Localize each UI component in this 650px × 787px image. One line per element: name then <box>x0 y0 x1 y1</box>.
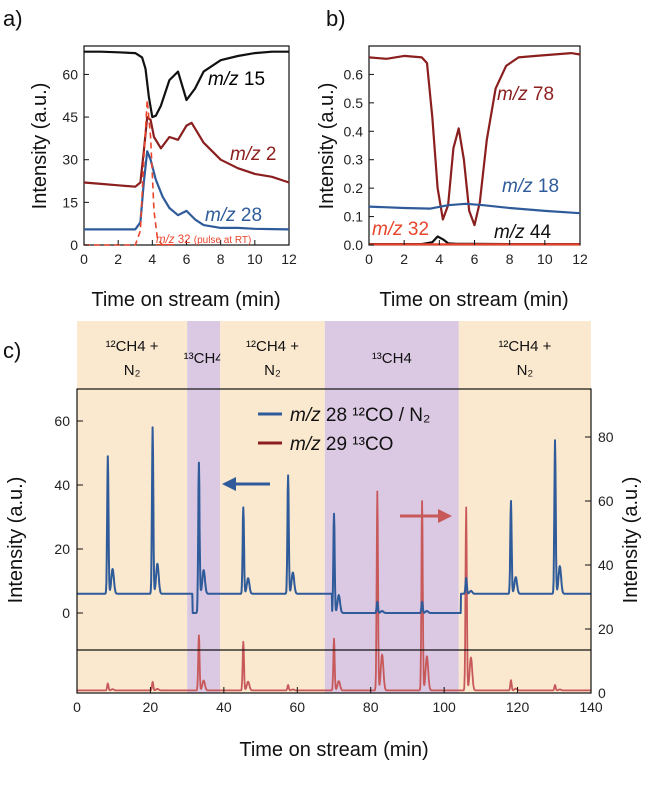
panel-b-ylabel: Intensity (a.u.) <box>316 83 338 210</box>
band-label: ¹²CH4 + <box>498 338 551 355</box>
label-b-mz44: m/z 44 <box>494 222 551 243</box>
band-label: N₂ <box>264 362 281 379</box>
panel-b-xtick-label: 6 <box>471 251 479 267</box>
panel-c-xtick-label: 0 <box>73 699 81 715</box>
panel-b-ytick-label: 0.1 <box>344 209 364 225</box>
panel-c-ytick-right-label: 40 <box>598 557 614 573</box>
panel-a-xtick-label: 8 <box>217 251 225 267</box>
band-label: N₂ <box>124 362 141 379</box>
panel-c-xtick-label: 20 <box>143 699 159 715</box>
panel-c-ytick-right-label: 60 <box>598 493 614 509</box>
panel-b-xtick-label: 4 <box>435 251 443 267</box>
panel-a-ytick-label: 45 <box>62 109 78 125</box>
panel-c-xtick-label: 80 <box>363 699 379 715</box>
panel-a-xtick-label: 0 <box>80 251 88 267</box>
panel-label-a: a) <box>3 6 23 31</box>
panel-a-xtick-label: 10 <box>247 251 263 267</box>
arrow-right-axis <box>400 509 452 523</box>
panel-c-ytick-left-label: 40 <box>54 477 70 493</box>
panel-c-ytick-right-label: 0 <box>598 685 606 701</box>
panel-c: ¹²CH4 + N₂ ¹³CH4 ¹²CH4 + N₂ ¹³CH4 ¹²CH4 + N₂ 0 2… <box>5 321 642 761</box>
panel-a-ytick-label: 0 <box>70 237 78 253</box>
label-b-mz18: m/z 18 <box>502 176 559 197</box>
panel-b-xtick-label: 8 <box>506 251 514 267</box>
panel-b-ytick-label: 0.2 <box>344 180 364 196</box>
label-a-mz15: m/z 15 <box>208 69 265 90</box>
panel-a-series-line <box>84 50 289 119</box>
arrow-left-axis <box>222 477 270 491</box>
panel-b-ytick-label: 0.4 <box>344 123 364 139</box>
legend-label-mz28: m/z 28 ¹²CO / N₂ <box>290 405 430 426</box>
band-label: ¹²CH4 + <box>246 338 299 355</box>
band-purple <box>324 321 459 693</box>
panel-c-ytick-left-label: 20 <box>54 541 70 557</box>
panel-c-xtick-label: 100 <box>432 699 456 715</box>
panel-a-series-line <box>83 115 290 188</box>
panel-c-ytick-left-label: 0 <box>62 605 70 621</box>
panel-b-xtick-label: 10 <box>537 251 553 267</box>
panel-a-series-line <box>84 99 170 246</box>
panel-c-xlabel: Time on stream (min) <box>239 739 428 761</box>
label-a-mz2: m/z 2 <box>230 144 276 165</box>
panel-a-series-line <box>84 150 290 231</box>
label-b-mz78: m/z 78 <box>497 84 554 105</box>
band-label: N₂ <box>517 362 534 379</box>
panel-a-xtick-label: 4 <box>148 251 156 267</box>
panel-a-ytick-label: 60 <box>62 66 78 82</box>
panel-c-ylabel-left: Intensity (a.u.) <box>5 477 27 604</box>
panel-a-xlabel: Time on stream (min) <box>91 289 280 311</box>
panel-a-xtick-label: 12 <box>281 251 297 267</box>
panel-b-xtick-label: 12 <box>572 251 588 267</box>
panel-c-ylabel-right: Intensity (a.u.) <box>620 477 642 604</box>
panel-c-xtick-label: 60 <box>289 699 305 715</box>
legend: m/z 28 ¹²CO / N₂ m/z 29 ¹³CO <box>258 405 430 455</box>
band-label: ¹²CH4 + <box>106 338 159 355</box>
panel-c-ytick-right-label: 20 <box>598 621 614 637</box>
panel-a-ytick-label: 30 <box>62 152 78 168</box>
panel-b-ytick-label: 0.5 <box>344 95 364 111</box>
panel-c-xtick-label: 40 <box>216 699 232 715</box>
label-a-mz28: m/z 28 <box>205 205 262 226</box>
panel-b-xtick-label: 2 <box>400 251 408 267</box>
label-b-mz32: m/z 32 <box>372 219 429 240</box>
panel-b-xtick-label: 0 <box>365 251 373 267</box>
panel-b-series-line <box>368 51 581 227</box>
legend-label-mz29: m/z 29 ¹³CO <box>290 434 393 455</box>
band-orange <box>77 321 188 693</box>
panel-a-ytick-label: 15 <box>62 194 78 210</box>
band-orange <box>458 321 591 693</box>
band-orange <box>220 321 325 693</box>
band-label: ¹³CH4 <box>372 350 412 367</box>
panel-b-ytick-label: 0.0 <box>344 237 364 253</box>
panel-b-ytick-label: 0.3 <box>344 152 364 168</box>
panel-b-xlabel: Time on stream (min) <box>379 289 568 311</box>
panel-label-c: c) <box>3 338 21 363</box>
panel-a-xtick-label: 6 <box>183 251 191 267</box>
band-label: ¹³CH4 <box>184 350 224 367</box>
panel-b: 0 2 4 6 8 10 12 0.0 0.1 0.2 0.3 0.4 0.5 0.6 Time on s… <box>316 45 588 311</box>
panel-c-series-mz29 <box>76 490 592 692</box>
panel-b-ytick-label: 0.6 <box>344 66 364 82</box>
panel-a-ylabel: Intensity (a.u.) <box>29 83 51 210</box>
panel-b-frame <box>368 45 581 246</box>
panel-a-xtick-label: 2 <box>114 251 122 267</box>
panel-c-xtick-label: 140 <box>579 699 603 715</box>
band-purple <box>187 321 221 693</box>
panel-c-xtick-label: 120 <box>506 699 530 715</box>
panel-c-ytick-right-label: 80 <box>598 429 614 445</box>
panel-c-ytick-left-label: 60 <box>54 413 70 429</box>
panel-label-b: b) <box>326 6 346 31</box>
label-a-mz32: m/z 32 (pulse at RT) <box>156 234 251 246</box>
panel-c-frame <box>76 388 592 694</box>
panel-b-series-line <box>368 202 581 215</box>
panel-c-series-mz28 <box>76 426 592 614</box>
